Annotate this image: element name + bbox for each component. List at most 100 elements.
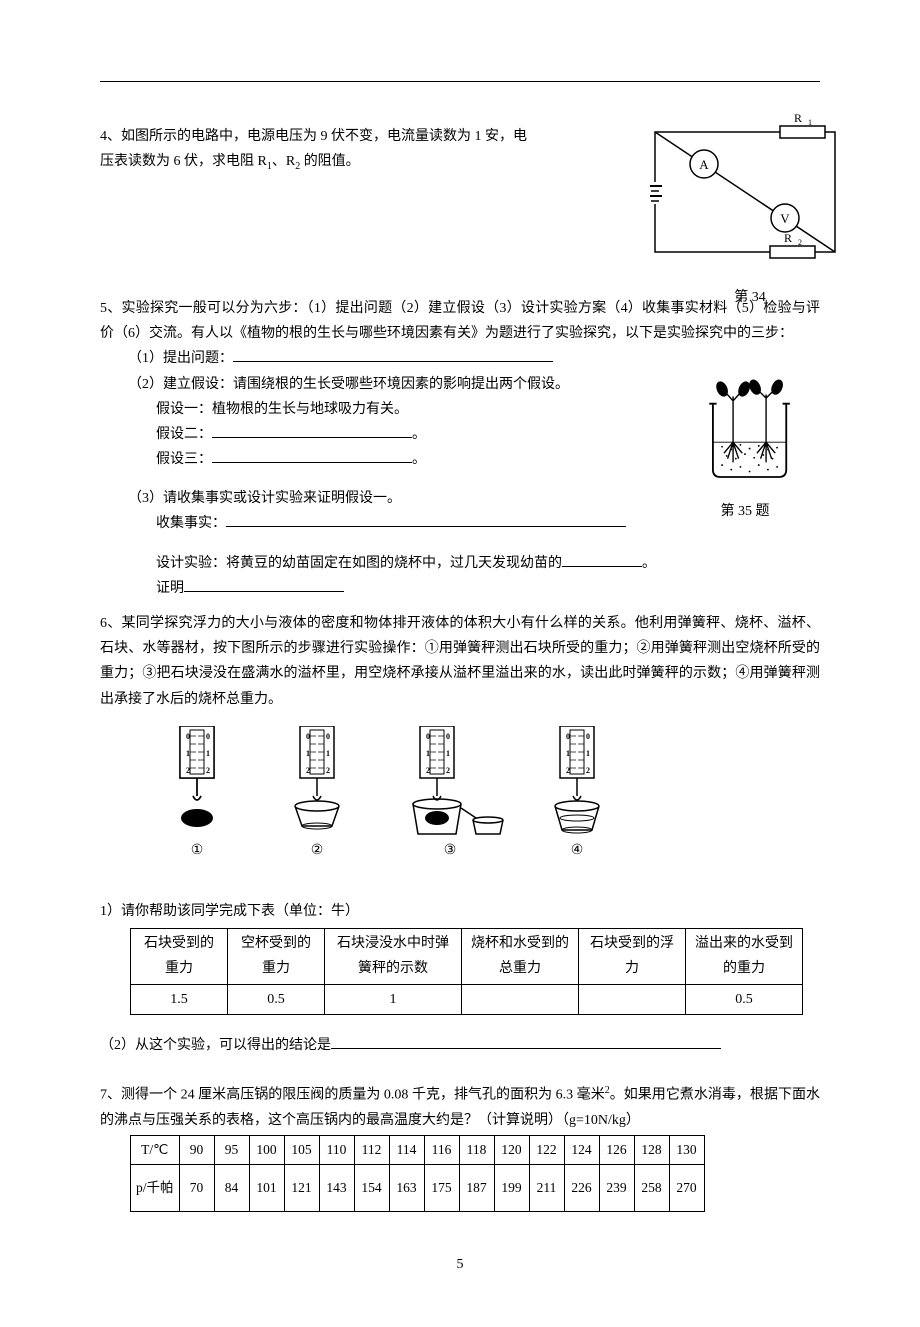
q5-prove-label: 证明 — [156, 581, 184, 596]
th: 烧杯和水受到的总重力 — [462, 929, 579, 984]
td: 128 — [634, 1135, 669, 1164]
spring-scales-svg: 0 0 1 1 2 2 ① ② — [160, 726, 660, 866]
blank-line — [212, 448, 412, 463]
td: 100 — [249, 1135, 284, 1164]
blank-line — [226, 512, 626, 527]
blank-line — [233, 347, 553, 362]
q6-intro: 6、某同学探究浮力的大小与液体的密度和物体排开液体的体积大小有什么样的关系。他利… — [100, 611, 820, 712]
page-number: 5 — [100, 1252, 820, 1277]
td: 143 — [319, 1165, 354, 1212]
td — [462, 984, 579, 1014]
th: 石块受到的重力 — [131, 929, 228, 984]
table-row: p/千帕 70 84 101 121 143 154 163 175 187 1… — [131, 1165, 705, 1212]
q6-figures: 0 0 1 1 2 2 ① ② — [160, 726, 820, 875]
td — [579, 984, 686, 1014]
blank-line — [331, 1034, 721, 1049]
q7-intro: 7、测得一个 24 厘米高压锅的限压阀的质量为 0.08 千克，排气孔的面积为 … — [100, 1082, 820, 1133]
td: 70 — [179, 1165, 214, 1212]
q5-prove: 证明 — [100, 576, 820, 601]
q5-h3-label: 假设三： — [156, 452, 212, 467]
q6-task2-label: （2）从这个实验，可以得出的结论是 — [100, 1038, 331, 1053]
td: 95 — [214, 1135, 249, 1164]
q5-caption: 第 35 题 — [690, 499, 800, 524]
period: 。 — [642, 556, 656, 571]
spacer — [100, 1068, 820, 1082]
table-row: T/℃ 90 95 100 105 110 112 114 116 118 12… — [131, 1135, 705, 1164]
td: 0.5 — [228, 984, 325, 1014]
td: 84 — [214, 1165, 249, 1212]
q6-task2: （2）从这个实验，可以得出的结论是 — [100, 1033, 820, 1058]
spacer — [100, 1023, 820, 1033]
td: 120 — [494, 1135, 529, 1164]
td: 187 — [459, 1165, 494, 1212]
td: 122 — [529, 1135, 564, 1164]
svg-text:②: ② — [311, 843, 324, 858]
td: 199 — [494, 1165, 529, 1212]
td: 1.5 — [131, 984, 228, 1014]
td: 101 — [249, 1165, 284, 1212]
q7-table: T/℃ 90 95 100 105 110 112 114 116 118 12… — [130, 1135, 705, 1212]
question-7: 7、测得一个 24 厘米高压锅的限压阀的质量为 0.08 千克，排气孔的面积为 … — [100, 1082, 820, 1212]
period: 。 — [412, 452, 426, 467]
circuit-diagram: R 1 R 2 A V 第 34 — [650, 114, 850, 284]
td: 239 — [599, 1165, 634, 1212]
svg-text:R: R — [784, 231, 792, 245]
circuit-svg: R 1 R 2 A V — [650, 114, 850, 274]
th: 石块浸没水中时弹簧秤的示数 — [325, 929, 462, 984]
td: p/千帕 — [131, 1165, 180, 1212]
td: 114 — [389, 1135, 424, 1164]
td: 154 — [354, 1165, 389, 1212]
q4-text-c: 的阻值。 — [300, 154, 360, 169]
blank-line — [212, 423, 412, 438]
svg-text:2: 2 — [798, 238, 802, 247]
q7-intro1: 7、测得一个 24 厘米高压锅的限压阀的质量为 0.08 千克，排气孔的面积为 … — [100, 1088, 605, 1103]
svg-text:A: A — [699, 157, 709, 172]
td: 130 — [669, 1135, 704, 1164]
beaker-diagram: 第 35 题 — [690, 378, 800, 524]
question-6: 6、某同学探究浮力的大小与液体的密度和物体排开液体的体积大小有什么样的关系。他利… — [100, 611, 820, 1058]
q5-s1-label: （1）提出问题： — [128, 351, 233, 366]
q5-design: 设计实验：将黄豆的幼苗固定在如图的烧杯中，过几天发现幼苗的 。 — [100, 551, 820, 576]
svg-text:V: V — [780, 211, 790, 226]
blank-line — [184, 577, 344, 592]
svg-text:1: 1 — [808, 118, 812, 127]
td: 0.5 — [686, 984, 803, 1014]
td: 211 — [529, 1165, 564, 1212]
td: 116 — [424, 1135, 459, 1164]
td: 110 — [319, 1135, 354, 1164]
th: 石块受到的浮力 — [579, 929, 686, 984]
th: 空杯受到的重力 — [228, 929, 325, 984]
td: 121 — [284, 1165, 319, 1212]
td: 105 — [284, 1135, 319, 1164]
td: 124 — [564, 1135, 599, 1164]
question-5: 5、实验探究一般可以分为六步：（1）提出问题（2）建立假设（3）设计实验方案（4… — [100, 296, 820, 601]
q5-intro: 5、实验探究一般可以分为六步：（1）提出问题（2）建立假设（3）设计实验方案（4… — [100, 296, 820, 346]
svg-text:④: ④ — [571, 843, 584, 858]
q5-step1: （1）提出问题： — [100, 346, 820, 371]
q4-body: 4、如图所示的电路中，电源电压为 9 伏不变，电流量读数为 1 安，电压表读数为… — [100, 124, 530, 176]
top-rule — [100, 80, 820, 82]
table-row: 石块受到的重力 空杯受到的重力 石块浸没水中时弹簧秤的示数 烧杯和水受到的总重力… — [131, 929, 803, 984]
td: T/℃ — [131, 1135, 180, 1164]
td: 226 — [564, 1165, 599, 1212]
svg-text:③: ③ — [444, 843, 457, 858]
q5-h2-label: 假设二： — [156, 427, 212, 442]
td: 1 — [325, 984, 462, 1014]
td: 126 — [599, 1135, 634, 1164]
spacer — [100, 537, 820, 551]
q5-collect-label: 收集事实： — [156, 516, 226, 531]
beaker-svg — [690, 378, 800, 488]
page: 4、如图所示的电路中，电源电压为 9 伏不变，电流量读数为 1 安，电压表读数为… — [0, 0, 920, 1327]
td: 118 — [459, 1135, 494, 1164]
td: 112 — [354, 1135, 389, 1164]
svg-text:①: ① — [191, 843, 204, 858]
svg-text:R: R — [794, 114, 802, 125]
td: 175 — [424, 1165, 459, 1212]
td: 270 — [669, 1165, 704, 1212]
question-4: 4、如图所示的电路中，电源电压为 9 伏不变，电流量读数为 1 安，电压表读数为… — [100, 124, 820, 176]
q6-task1: 1）请你帮助该同学完成下表（单位：牛） — [100, 899, 820, 924]
td: 90 — [179, 1135, 214, 1164]
q5-design-label: 设计实验：将黄豆的幼苗固定在如图的烧杯中，过几天发现幼苗的 — [156, 556, 562, 571]
period: 。 — [412, 427, 426, 442]
q6-table: 石块受到的重力 空杯受到的重力 石块浸没水中时弹簧秤的示数 烧杯和水受到的总重力… — [130, 928, 803, 1015]
